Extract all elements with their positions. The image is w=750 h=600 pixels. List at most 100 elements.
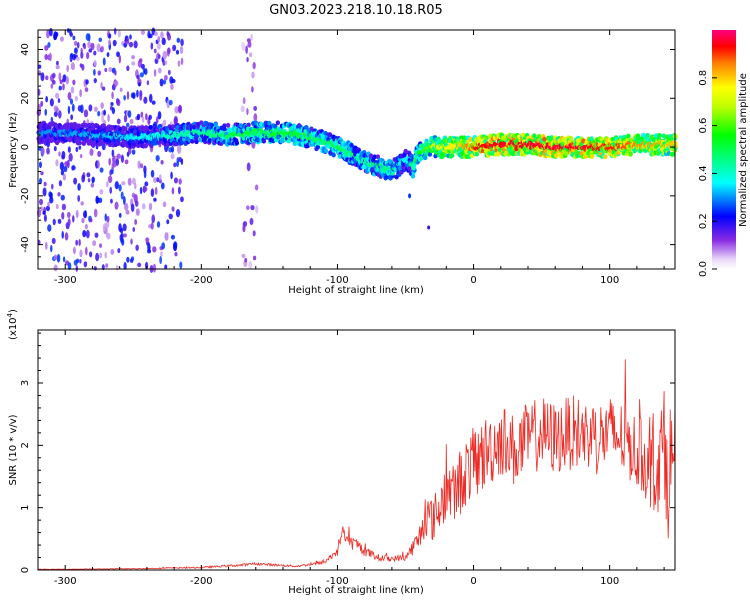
spectrogram-ridge-point [261,138,267,144]
spectrogram-point [252,62,256,70]
spectrogram-point [167,47,171,54]
spectrogram-point [100,45,105,53]
spectrogram-ridge-point [603,154,608,160]
spectrogram-point [71,103,75,112]
spectrogram-point [62,256,66,263]
x-tick-label: 100 [600,576,619,587]
y-tick-label: 40 [20,43,31,56]
spectrogram-point [81,174,86,183]
spectrogram-point [51,237,56,245]
spectrogram-point [241,41,246,51]
spectrogram-point [159,78,164,87]
spectrogram-point [123,233,127,238]
spectrogram-point [93,77,97,84]
spectrogram-point [97,150,102,157]
spectrogram-point [161,37,166,46]
spectrogram-point [175,208,181,218]
spectrogram-point [38,177,43,185]
spectrogram-point [72,246,76,255]
spectrogram-point [97,70,102,76]
spectrogram-point [139,90,143,97]
spectrogram-point [78,239,81,246]
spectrogram-point [76,41,80,49]
spectrogram-point [42,210,46,215]
spectrogram-point [164,60,168,65]
spectrogram-point [72,35,76,41]
spectrogram-point [106,232,111,240]
x-tick-label: 0 [470,576,476,587]
spectrogram-point [58,85,62,91]
spectrogram-ridge-point [411,165,416,171]
spectrogram-point [123,42,128,48]
spectrogram-ridge-point [116,141,121,147]
spectrogram-point [131,61,136,66]
spectrogram-ridge-point [279,138,285,144]
spectrogram-point [69,98,74,105]
spectrogram-point [150,188,155,197]
spectrogram-point [242,221,248,227]
spectrogram-point [121,41,124,46]
spectrogram-point [148,114,152,120]
spectrogram-point [153,197,157,202]
spectrogram-point [116,118,121,125]
spectrogram-point [141,203,146,210]
spectrogram-point [177,60,181,67]
spectrogram-point [67,146,71,153]
spectrogram-point [153,69,157,77]
spectrogram-ridge-point [532,133,537,139]
spectrogram-point [53,254,58,261]
spectrogram-point [42,187,47,197]
spectrogram-point [40,100,44,107]
spectrogram-point [156,42,161,50]
spectrogram-point [155,116,159,124]
spectrogram-point [65,76,69,85]
spectrogram-point [246,57,249,63]
spectrogram-point [123,95,126,101]
spectrogram-point [160,251,163,257]
spectrogram-point [248,260,253,269]
spectrogram-point [93,60,97,67]
spectrogram-point [70,86,75,94]
spectrogram-point [242,225,246,233]
spectrogram-point [179,45,184,55]
spectrogram-point [58,151,61,157]
spectrogram-point [86,172,91,178]
spectrogram-point [93,208,98,218]
spectrogram-point [137,160,141,170]
spectrogram-point [164,232,169,241]
spectrogram-point [57,192,61,197]
spectrogram-point [252,230,256,237]
spectrogram-ridge-point [657,133,662,138]
spectrogram-point [100,102,104,109]
spectrogram-point [95,195,99,204]
y-tick-label: 2 [20,442,31,448]
spectrogram-point [100,82,103,90]
spectrogram-point [135,208,140,216]
spectrogram-point [162,201,167,208]
spectrogram-point [45,241,48,250]
spectrogram-ridge-point [474,151,479,157]
spectrogram-ridge-point [564,151,569,157]
spectrogram-point [82,230,87,238]
spectrogram-point [87,41,91,49]
spectrogram-point [61,203,67,211]
spectrogram-ridge-point [273,124,278,129]
spectrogram-point [246,107,249,116]
spectrogram-ridge-point [589,154,595,159]
spectrogram-point [157,35,161,43]
spectrogram-point [106,215,110,223]
spectrogram-point [168,213,173,220]
spectrogram-point [253,105,258,111]
spectrogram-point [115,265,119,271]
spectrogram-ridge-point [557,138,562,144]
spectrogram-point [111,149,115,157]
spectrogram-point [74,47,78,54]
spectrogram-point [126,122,130,128]
spectrogram-point [49,27,53,37]
spectrogram-point [152,246,157,253]
spectrogram-point [108,158,111,166]
spectrogram-ridge-point [148,125,153,130]
spectrogram-point [60,169,65,176]
spectrogram-point [171,206,175,212]
spectrogram-point [177,144,182,154]
